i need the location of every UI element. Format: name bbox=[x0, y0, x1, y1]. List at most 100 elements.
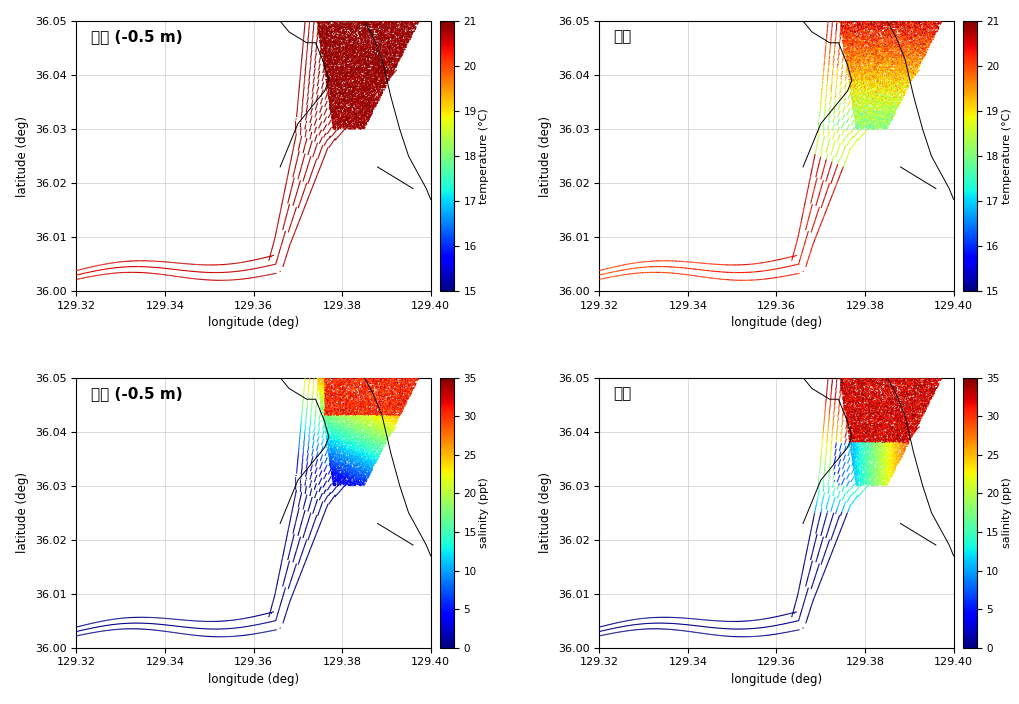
Point bbox=[817, 106, 834, 117]
Point bbox=[853, 411, 869, 422]
Point bbox=[391, 401, 408, 412]
Point bbox=[813, 92, 829, 103]
Point bbox=[858, 450, 874, 461]
Point bbox=[400, 19, 417, 30]
Point bbox=[367, 401, 383, 413]
Point bbox=[303, 528, 319, 539]
Point bbox=[676, 269, 692, 280]
Point bbox=[895, 23, 911, 34]
Point bbox=[878, 437, 895, 448]
Point bbox=[879, 410, 896, 422]
Point bbox=[333, 429, 350, 440]
Point bbox=[322, 448, 338, 460]
Point bbox=[850, 387, 866, 398]
Point bbox=[882, 73, 899, 84]
Point bbox=[863, 81, 879, 92]
Point bbox=[888, 76, 904, 87]
Point bbox=[119, 623, 136, 634]
Point bbox=[334, 20, 351, 32]
Point bbox=[357, 413, 373, 425]
Point bbox=[892, 378, 908, 389]
Point bbox=[842, 88, 858, 99]
Point bbox=[316, 383, 332, 394]
Point bbox=[872, 424, 889, 435]
Point bbox=[873, 46, 890, 57]
Point bbox=[355, 466, 371, 477]
Point bbox=[338, 56, 355, 67]
Point bbox=[703, 615, 719, 626]
Point bbox=[856, 94, 872, 105]
Point bbox=[344, 52, 361, 63]
Point bbox=[332, 52, 348, 63]
Point bbox=[332, 397, 348, 408]
Point bbox=[862, 465, 878, 477]
Point bbox=[384, 53, 400, 64]
Point bbox=[852, 385, 868, 396]
Point bbox=[908, 53, 924, 64]
Point bbox=[869, 96, 886, 107]
Point bbox=[847, 89, 863, 101]
Point bbox=[356, 402, 372, 413]
Point bbox=[353, 99, 369, 110]
Point bbox=[325, 68, 341, 79]
Point bbox=[380, 398, 396, 410]
Point bbox=[211, 615, 227, 627]
Point bbox=[305, 520, 321, 531]
Point bbox=[282, 545, 299, 556]
Point bbox=[882, 76, 899, 87]
Point bbox=[372, 60, 388, 71]
Point bbox=[345, 453, 362, 464]
Point bbox=[377, 397, 393, 408]
Point bbox=[883, 92, 900, 103]
Point bbox=[128, 617, 145, 629]
Point bbox=[394, 400, 411, 411]
Point bbox=[856, 127, 872, 139]
Point bbox=[324, 407, 340, 418]
Point bbox=[860, 15, 876, 27]
Point bbox=[333, 432, 350, 443]
Point bbox=[346, 15, 363, 27]
Point bbox=[830, 499, 847, 510]
Point bbox=[881, 72, 898, 83]
Point bbox=[361, 383, 377, 394]
Point bbox=[344, 477, 361, 489]
Point bbox=[179, 258, 196, 270]
Point bbox=[906, 394, 922, 406]
Point bbox=[851, 100, 867, 111]
Point bbox=[862, 377, 878, 389]
Point bbox=[848, 456, 864, 467]
Point bbox=[354, 70, 370, 81]
Point bbox=[346, 427, 363, 438]
Point bbox=[325, 19, 341, 30]
Point bbox=[846, 395, 862, 406]
Point bbox=[333, 411, 350, 422]
Point bbox=[851, 393, 867, 404]
Point bbox=[810, 472, 826, 484]
Point bbox=[898, 41, 914, 52]
Point bbox=[897, 38, 913, 49]
Point bbox=[356, 88, 372, 99]
Point bbox=[860, 42, 876, 54]
Point bbox=[861, 457, 877, 468]
Point bbox=[326, 462, 342, 473]
Point bbox=[364, 64, 380, 75]
Point bbox=[323, 96, 339, 107]
Point bbox=[871, 388, 888, 399]
Point bbox=[826, 128, 843, 139]
Point bbox=[828, 431, 845, 442]
Point bbox=[101, 263, 117, 274]
Point bbox=[870, 421, 887, 432]
Point bbox=[927, 375, 944, 386]
Point bbox=[900, 66, 916, 77]
Point bbox=[265, 250, 281, 261]
Point bbox=[351, 474, 367, 486]
Point bbox=[894, 39, 910, 51]
Point bbox=[850, 438, 866, 449]
Point bbox=[322, 27, 338, 39]
Point bbox=[313, 161, 329, 172]
Point bbox=[318, 22, 334, 33]
Point bbox=[321, 408, 337, 420]
Point bbox=[868, 58, 884, 70]
Point bbox=[390, 53, 407, 64]
Point bbox=[845, 439, 861, 450]
